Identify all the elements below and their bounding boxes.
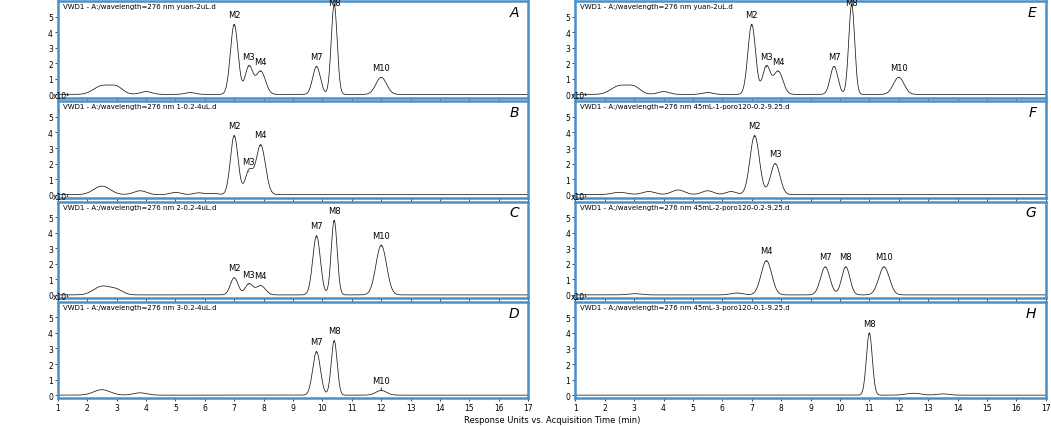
Text: x10¹: x10¹ xyxy=(54,292,70,301)
Text: M10: M10 xyxy=(372,64,390,78)
Text: M3: M3 xyxy=(769,150,782,165)
Text: M8: M8 xyxy=(863,319,875,334)
Text: M7: M7 xyxy=(310,337,323,353)
Text: M4: M4 xyxy=(254,58,267,72)
Text: G: G xyxy=(1026,206,1036,220)
Text: M7: M7 xyxy=(819,253,831,268)
Text: A: A xyxy=(510,6,519,20)
Text: M8: M8 xyxy=(328,206,341,222)
Text: VWD1 - A:/wavelength=276 nm 1-0.2-4uL.d: VWD1 - A:/wavelength=276 nm 1-0.2-4uL.d xyxy=(62,104,217,110)
Text: D: D xyxy=(509,306,519,320)
Text: VWD1 - A:/wavelength=276 nm yuan-2uL.d: VWD1 - A:/wavelength=276 nm yuan-2uL.d xyxy=(62,4,215,10)
Text: x10¹: x10¹ xyxy=(571,0,588,1)
Text: M2: M2 xyxy=(748,122,761,138)
Text: M10: M10 xyxy=(372,231,390,247)
Text: M7: M7 xyxy=(828,53,841,68)
Text: M8: M8 xyxy=(845,0,858,8)
Text: VWD1 - A:/wavelength=276 nm 3-0.2-4uL.d: VWD1 - A:/wavelength=276 nm 3-0.2-4uL.d xyxy=(62,304,217,310)
Text: x10¹: x10¹ xyxy=(54,0,70,1)
Text: M2: M2 xyxy=(228,11,241,27)
Text: M4: M4 xyxy=(760,247,772,262)
Text: M2: M2 xyxy=(228,264,241,279)
Text: M4: M4 xyxy=(771,58,784,72)
Text: VWD1 - A:/wavelength=276 nm 2-0.2-4uL.d: VWD1 - A:/wavelength=276 nm 2-0.2-4uL.d xyxy=(62,204,215,210)
Text: M10: M10 xyxy=(890,64,908,78)
Text: M2: M2 xyxy=(745,11,758,27)
Text: VWD1 - A:/wavelength=276 nm 45mL-1-poro120-0.2-9.25.d: VWD1 - A:/wavelength=276 nm 45mL-1-poro1… xyxy=(580,104,789,110)
Text: x10¹: x10¹ xyxy=(571,192,588,201)
Text: M8: M8 xyxy=(328,0,341,8)
Text: H: H xyxy=(1026,306,1036,320)
Text: M10: M10 xyxy=(875,253,893,268)
Text: M3: M3 xyxy=(760,53,772,68)
Text: VWD1 - A:/wavelength=276 nm yuan-2uL.d: VWD1 - A:/wavelength=276 nm yuan-2uL.d xyxy=(580,4,733,10)
Text: x10¹: x10¹ xyxy=(571,92,588,101)
Text: M10: M10 xyxy=(372,376,390,391)
Text: x10¹: x10¹ xyxy=(54,192,70,201)
Text: M8: M8 xyxy=(328,326,341,342)
Text: M8: M8 xyxy=(840,253,852,268)
Text: F: F xyxy=(1028,106,1036,120)
Text: M4: M4 xyxy=(254,271,267,286)
Text: M2: M2 xyxy=(228,122,241,138)
Text: M3: M3 xyxy=(243,53,255,68)
Text: M3: M3 xyxy=(243,158,255,173)
Text: M7: M7 xyxy=(310,222,323,237)
Text: B: B xyxy=(510,106,519,120)
Text: M3: M3 xyxy=(243,270,255,285)
Text: C: C xyxy=(509,206,519,220)
Text: VWD1 - A:/wavelength=276 nm 45mL-2-poro120-0.2-9.25.d: VWD1 - A:/wavelength=276 nm 45mL-2-poro1… xyxy=(580,204,789,210)
Text: Response Units vs. Acquisition Time (min): Response Units vs. Acquisition Time (min… xyxy=(463,415,640,424)
Text: M4: M4 xyxy=(254,131,267,147)
Text: x10¹: x10¹ xyxy=(54,92,70,101)
Text: M7: M7 xyxy=(310,53,323,68)
Text: E: E xyxy=(1028,6,1036,20)
Text: VWD1 - A:/wavelength=276 nm 45mL-3-poro120-0.1-9.25.d: VWD1 - A:/wavelength=276 nm 45mL-3-poro1… xyxy=(580,304,789,310)
Text: x10¹: x10¹ xyxy=(571,292,588,301)
